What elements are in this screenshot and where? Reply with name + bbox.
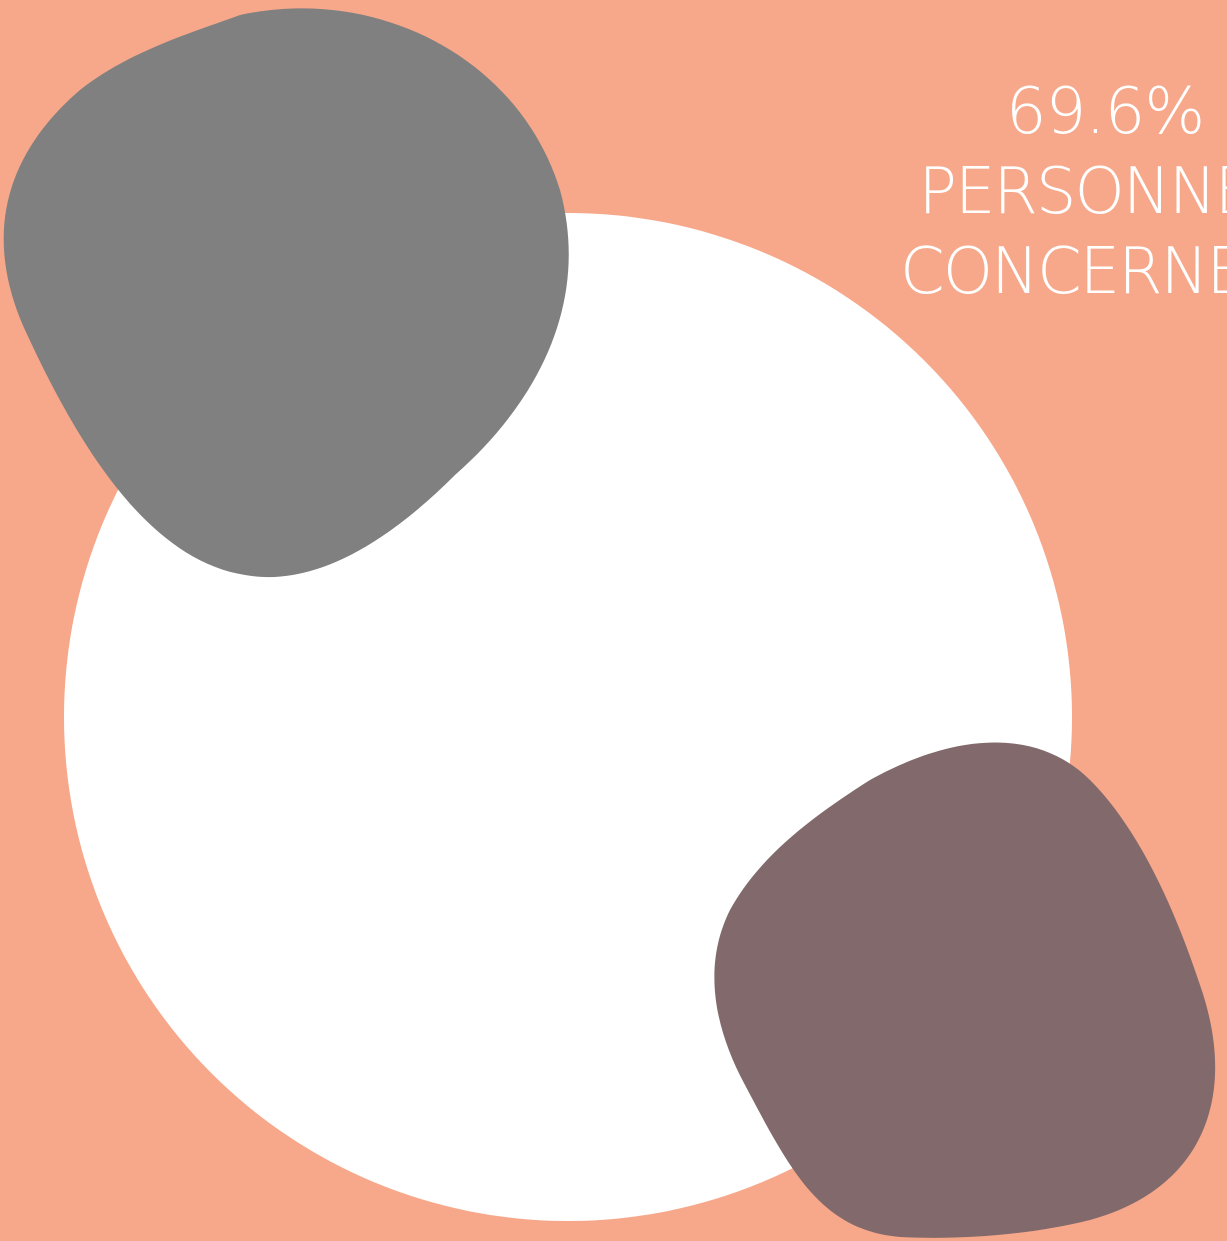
grey-blob [3, 8, 569, 578]
mauve-blob [714, 742, 1216, 1238]
stat-label-line2: CONCERNEES [900, 235, 1227, 309]
stat-label-line1: PERSONNES [918, 155, 1227, 229]
stat-block: 69.6% PERSONNES CONCERNEES [900, 80, 1227, 320]
stat-percentage: 69.6% [1005, 75, 1205, 149]
